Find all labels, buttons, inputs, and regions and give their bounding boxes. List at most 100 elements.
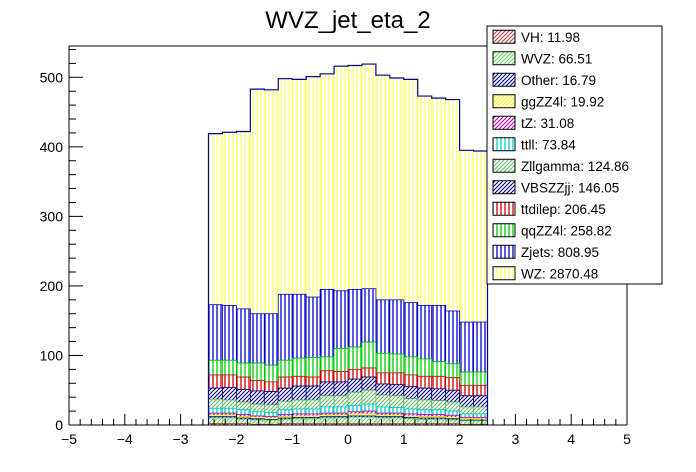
legend-label: ttdilep: 206.45: [521, 202, 606, 217]
bar-wz-bin-12: [375, 74, 391, 301]
legend-label: WVZ: 66.51: [521, 51, 592, 66]
legend-label: ttll: 73.84: [521, 137, 576, 152]
bar-wz-bin-7: [305, 76, 321, 298]
bar-wvz-bin-19: [473, 420, 488, 425]
bars-layer: [208, 63, 488, 426]
x-tick-label: 4: [567, 431, 575, 447]
legend-entry-zjets: Zjets: 808.95: [492, 244, 599, 260]
total-outline-path: [207, 63, 489, 425]
bar-wz-bin-6: [291, 78, 307, 295]
bar-wvz-bin-11: [361, 416, 377, 425]
bar-wvz-bin-5: [277, 419, 293, 425]
legend-box: [486, 25, 663, 285]
bar-qqzz4l-bin-5: [277, 359, 293, 378]
bar-vbszzjj-bin-11: [361, 376, 377, 391]
bar-ttll-bin-10: [347, 405, 363, 413]
bar-ttdilep-bin-16: [431, 375, 447, 390]
bar-qqzz4l-bin-6: [291, 357, 307, 377]
bar-wz-bin-17: [445, 99, 460, 312]
bar-qqzz4l-bin-19: [473, 371, 488, 386]
bar-vbszzjj-bin-3: [249, 390, 265, 405]
bar-wvz-bin-4: [263, 419, 279, 425]
bar-ttll-bin-16: [431, 409, 447, 415]
bar-zllgamma-bin-2: [235, 401, 251, 411]
legend-entry-vbszzjj: VBSZZjj: 146.05: [492, 180, 619, 195]
legend-label: Zllgamma: 124.86: [521, 159, 629, 174]
bar-vbszzjj-bin-13: [389, 384, 405, 397]
bar-vbszzjj-bin-16: [431, 388, 447, 402]
bar-ttdilep-bin-2: [235, 376, 251, 390]
legend-swatch: [492, 29, 516, 44]
x-tick-label: −2: [228, 431, 244, 447]
bar-ttdilep-bin-9: [333, 371, 349, 383]
bar-wz-bin-11: [361, 63, 377, 290]
bar-zjets-bin-5: [277, 293, 293, 361]
legend-swatch: [492, 266, 516, 281]
bar-zllgamma-bin-16: [431, 400, 447, 411]
bar-ttdilep-bin-12: [375, 372, 391, 385]
bar-ttdilep-bin-3: [249, 380, 265, 392]
bar-wz-bin-13: [389, 77, 405, 301]
bar-zllgamma-bin-13: [389, 395, 405, 409]
bar-qqzz4l-bin-3: [249, 362, 265, 381]
bar-zllgamma-bin-8: [319, 395, 335, 408]
bar-wvz-bin-15: [417, 419, 433, 425]
legend-swatch: [492, 94, 516, 109]
x-tick-label: 1: [400, 431, 408, 447]
bar-wz-bin-9: [333, 65, 349, 292]
bar-ttdilep-bin-11: [361, 367, 377, 378]
bar-wz-bin-14: [403, 78, 419, 304]
bar-qqzz4l-bin-0: [208, 359, 223, 376]
bar-ttdilep-bin-6: [291, 375, 307, 387]
legend-label: WZ: 2870.48: [521, 266, 598, 281]
legend-swatch: [492, 72, 516, 87]
legend-label: Other: 16.79: [521, 73, 596, 88]
bar-zjets-bin-7: [305, 296, 321, 358]
bar-wvz-bin-9: [333, 417, 349, 425]
bar-wvz-bin-13: [389, 417, 405, 425]
bar-ttll-bin-15: [417, 409, 433, 415]
bar-zllgamma-bin-14: [403, 398, 419, 410]
bar-zjets-bin-13: [389, 299, 405, 355]
bar-wz-bin-8: [319, 73, 335, 290]
bar-wz-bin-10: [347, 65, 363, 290]
legend-entry-ggzz4l: ggZZ4l: 19.92: [492, 94, 604, 109]
bar-qqzz4l-bin-11: [361, 341, 377, 369]
legend: VH: 11.98 WVZ: 66.51 Other: 16.79 ggZZ4l: 1…: [486, 25, 663, 285]
bar-ttdilep-bin-7: [305, 376, 321, 387]
bar-qqzz4l-bin-18: [459, 371, 474, 386]
legend-label: ggZZ4l: 19.92: [521, 94, 604, 109]
legend-swatch: [492, 115, 516, 130]
bar-zjets-bin-1: [222, 304, 237, 361]
bar-ttll-bin-14: [403, 408, 419, 415]
legend-entry-qqzz4l: qqZZ4l: 258.82: [492, 223, 612, 238]
bar-zjets-bin-18: [459, 321, 474, 373]
bar-zjets-bin-17: [445, 310, 460, 365]
bar-ttdilep-bin-10: [347, 368, 363, 380]
bar-wvz-bin-6: [291, 418, 307, 425]
legend-swatch: [492, 201, 516, 216]
legend-label: Zjets: 808.95: [521, 245, 599, 260]
legend-entry-tz: tZ: 31.08: [492, 115, 574, 131]
bar-ttdilep-bin-5: [277, 376, 293, 389]
bar-zjets-bin-6: [291, 293, 307, 359]
bar-vbszzjj-bin-7: [305, 385, 321, 401]
legend-entry-other: Other: 16.79: [492, 72, 596, 88]
bar-ttdilep-bin-13: [389, 372, 405, 386]
bar-wvz-bin-3: [249, 419, 265, 425]
bar-qqzz4l-bin-14: [403, 356, 419, 376]
y-tick-label: 0: [55, 417, 63, 433]
bar-qqzz4l-bin-13: [389, 353, 405, 374]
bar-zllgamma-bin-17: [445, 401, 460, 412]
bar-ttll-bin-6: [291, 408, 307, 415]
bar-vbszzjj-bin-1: [222, 387, 237, 401]
bar-ttll-bin-19: [473, 413, 488, 418]
bar-ttll-bin-17: [445, 410, 460, 416]
legend-entry-ttdilep: ttdilep: 206.45: [492, 201, 606, 217]
bar-vbszzjj-bin-9: [333, 381, 349, 397]
bar-wz-bin-0: [208, 133, 223, 306]
bar-ttll-bin-3: [249, 411, 265, 417]
bar-vbszzjj-bin-15: [417, 387, 433, 401]
bar-zjets-bin-8: [319, 288, 335, 358]
